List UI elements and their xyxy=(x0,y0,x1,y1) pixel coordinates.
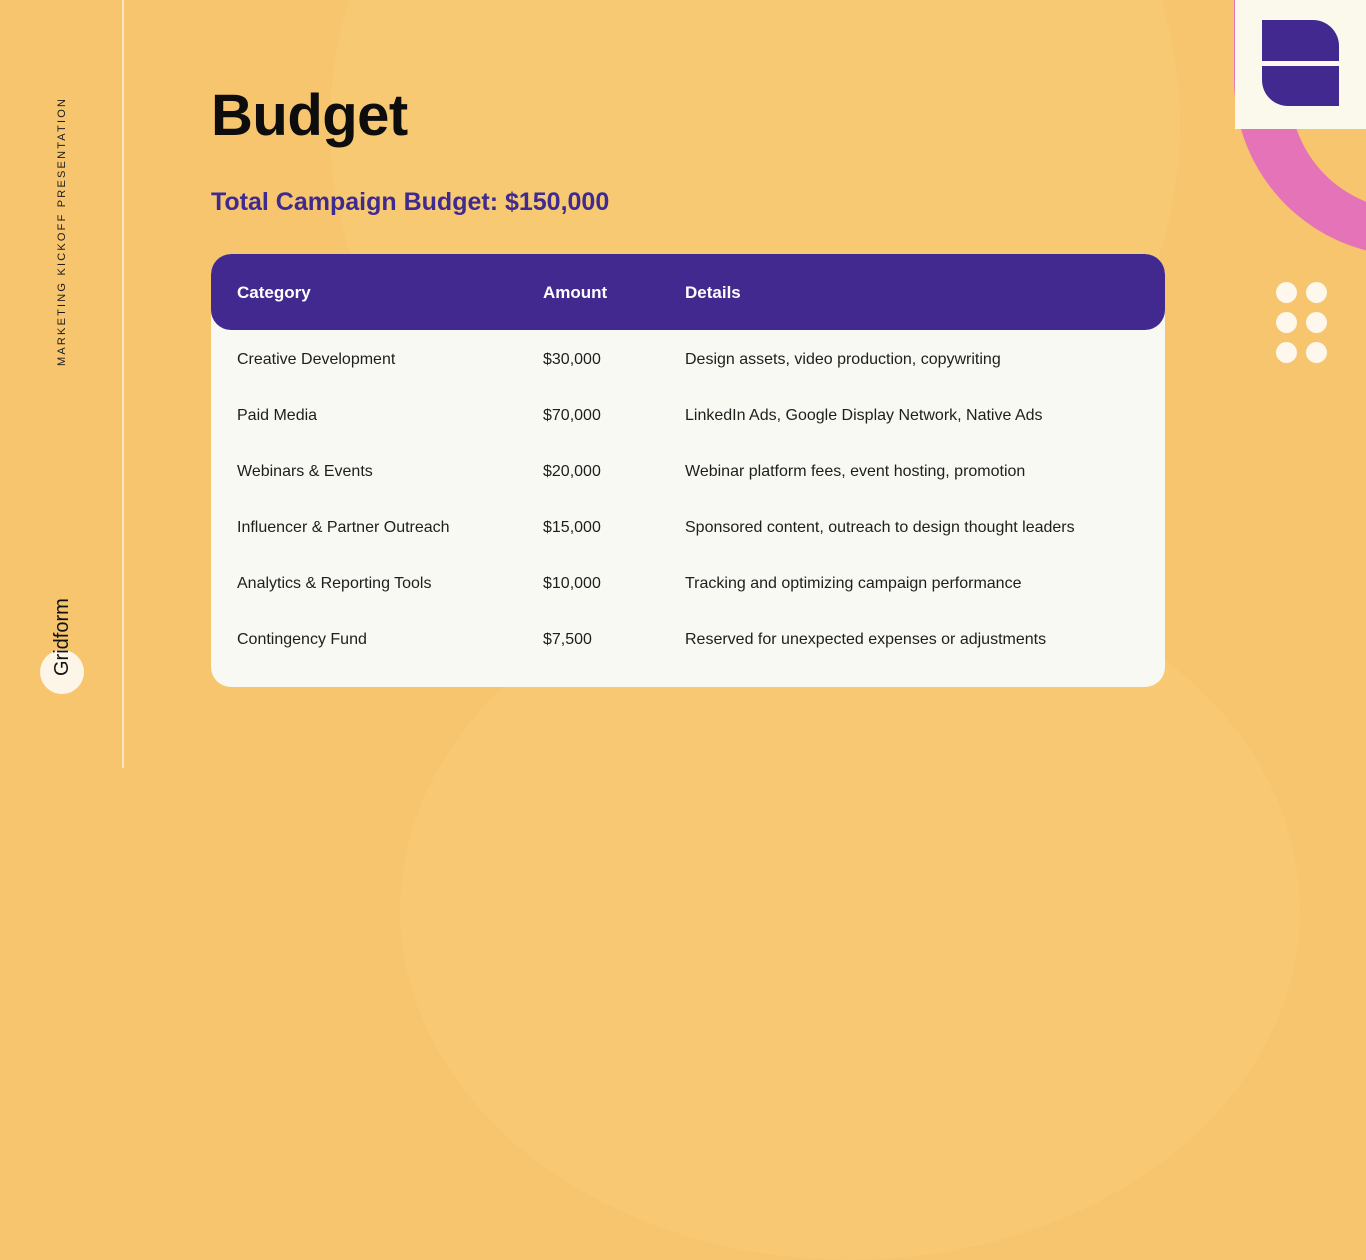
cell-amount: $20,000 xyxy=(543,463,601,480)
cell-category: Webinars & Events xyxy=(237,463,373,480)
header-details: Details xyxy=(685,283,741,302)
cell-category: Contingency Fund xyxy=(237,631,367,648)
cell-details: Sponsored content, outreach to design th… xyxy=(685,519,1075,536)
cell-amount: $70,000 xyxy=(543,407,601,424)
cell-details: Reserved for unexpected expenses or adju… xyxy=(685,631,1047,648)
table-body: Creative Development $30,000 Design asse… xyxy=(211,332,1165,668)
cell-amount: $7,500 xyxy=(543,631,592,648)
table-row: Analytics & Reporting Tools $10,000 Trac… xyxy=(211,556,1165,612)
cell-category: Analytics & Reporting Tools xyxy=(237,575,432,592)
cell-amount: $15,000 xyxy=(543,519,601,536)
table-header: Category Amount Details xyxy=(211,254,1165,330)
brand-name: Gridform xyxy=(51,598,73,676)
cell-category: Influencer & Partner Outreach xyxy=(237,519,450,536)
cell-amount: $30,000 xyxy=(543,351,601,368)
gridform-logo-icon xyxy=(1262,20,1339,106)
dot-grid-icon xyxy=(1276,282,1328,366)
table-row: Creative Development $30,000 Design asse… xyxy=(211,332,1165,388)
header-category: Category xyxy=(237,283,311,302)
cell-details: LinkedIn Ads, Google Display Network, Na… xyxy=(685,407,1043,424)
cell-amount: $10,000 xyxy=(543,575,601,592)
cell-category: Paid Media xyxy=(237,407,318,424)
brand-circle xyxy=(40,650,84,694)
sidebar-divider xyxy=(122,0,124,768)
logo-panel xyxy=(1235,0,1366,129)
slide-subtitle: Total Campaign Budget: $150,000 xyxy=(211,188,610,216)
table-row: Influencer & Partner Outreach $15,000 Sp… xyxy=(211,500,1165,556)
presentation-label: MARKETING KICKOFF PRESENTATION xyxy=(56,96,68,366)
cell-details: Webinar platform fees, event hosting, pr… xyxy=(685,463,1026,480)
cell-category: Creative Development xyxy=(237,351,396,368)
cell-details: Design assets, video production, copywri… xyxy=(685,351,1001,368)
slide-title: Budget xyxy=(211,83,408,148)
header-amount: Amount xyxy=(543,283,608,302)
table-row: Contingency Fund $7,500 Reserved for une… xyxy=(211,612,1165,668)
budget-table: Category Amount Details Creative Develop… xyxy=(211,254,1165,687)
table-row: Paid Media $70,000 LinkedIn Ads, Google … xyxy=(211,388,1165,444)
cell-details: Tracking and optimizing campaign perform… xyxy=(685,575,1022,592)
table-row: Webinars & Events $20,000 Webinar platfo… xyxy=(211,444,1165,500)
